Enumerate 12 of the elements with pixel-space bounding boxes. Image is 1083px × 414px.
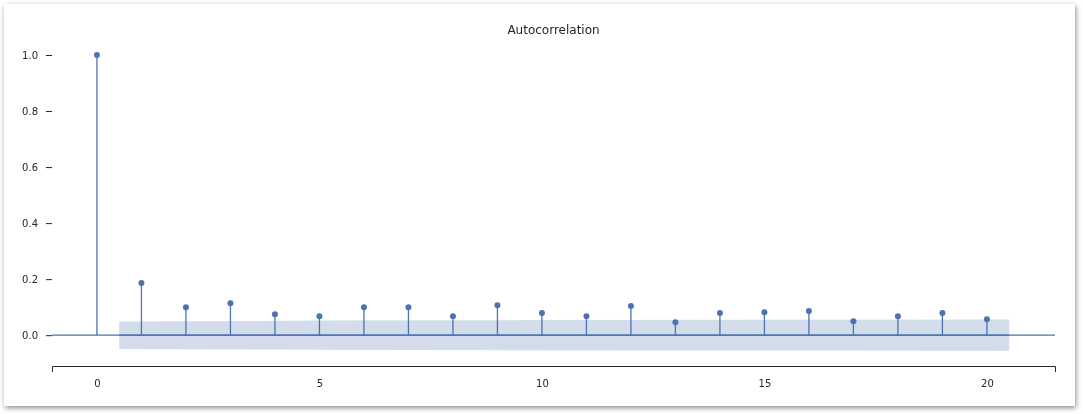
y-tick-label: 0.2 (22, 273, 38, 285)
y-tick-label: 0.4 (22, 217, 38, 229)
x-tick-label: 0 (94, 378, 101, 390)
x-tick-label: 10 (536, 378, 549, 390)
x-tick-label: 20 (981, 378, 994, 390)
y-tick-label: 0.6 (22, 161, 38, 173)
x-tick-label: 15 (758, 378, 772, 390)
y-tick-label: 1.0 (22, 49, 38, 61)
y-tick-label: 0.8 (22, 105, 38, 117)
x-tick-label: 5 (316, 378, 324, 390)
chart-title: Autocorrelation (507, 23, 600, 37)
y-tick-label: 0.0 (22, 329, 38, 341)
